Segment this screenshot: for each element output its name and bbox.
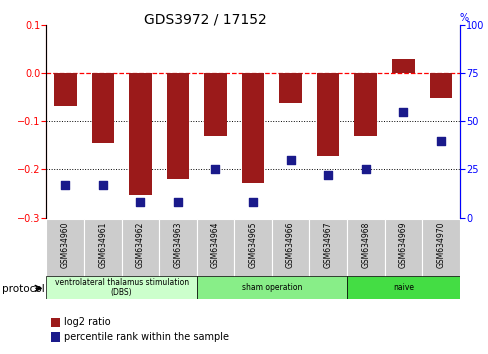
- Point: [361, 167, 369, 172]
- Point: [399, 109, 407, 114]
- Bar: [429, 73, 451, 98]
- Bar: [354, 73, 376, 136]
- Bar: [421, 219, 459, 278]
- Text: naive: naive: [392, 283, 413, 292]
- Bar: [46, 276, 196, 299]
- Bar: [271, 219, 309, 278]
- Point: [136, 199, 144, 205]
- Text: GSM634966: GSM634966: [285, 221, 295, 268]
- Bar: [309, 219, 346, 278]
- Bar: [196, 276, 346, 299]
- Bar: [159, 219, 196, 278]
- Text: GSM634969: GSM634969: [398, 221, 407, 268]
- Text: %: %: [459, 13, 468, 23]
- Point: [248, 199, 257, 205]
- Bar: [46, 219, 84, 278]
- Text: sham operation: sham operation: [241, 283, 302, 292]
- Bar: [122, 219, 159, 278]
- Bar: [346, 276, 459, 299]
- Text: GSM634970: GSM634970: [435, 221, 445, 268]
- Text: protocol: protocol: [2, 284, 45, 294]
- Bar: [234, 219, 271, 278]
- Bar: [241, 73, 264, 183]
- Point: [324, 172, 331, 178]
- Point: [61, 182, 69, 188]
- Bar: [316, 73, 339, 156]
- Text: GSM634967: GSM634967: [323, 221, 332, 268]
- Text: GSM634963: GSM634963: [173, 221, 182, 268]
- Point: [436, 138, 444, 143]
- Bar: [384, 219, 421, 278]
- Point: [99, 182, 106, 188]
- Bar: [129, 73, 151, 195]
- Point: [174, 199, 182, 205]
- Bar: [391, 58, 414, 73]
- Text: GDS3972 / 17152: GDS3972 / 17152: [143, 12, 266, 27]
- Text: GSM634960: GSM634960: [61, 221, 70, 268]
- Text: GSM634962: GSM634962: [136, 221, 144, 268]
- Text: GSM634965: GSM634965: [248, 221, 257, 268]
- Text: ventrolateral thalamus stimulation
(DBS): ventrolateral thalamus stimulation (DBS): [54, 278, 188, 297]
- Point: [211, 167, 219, 172]
- Bar: [346, 219, 384, 278]
- Bar: [204, 73, 226, 136]
- Point: [286, 157, 294, 162]
- Text: GSM634968: GSM634968: [361, 221, 369, 268]
- Text: GSM634961: GSM634961: [98, 221, 107, 268]
- Bar: [166, 73, 189, 179]
- Text: log2 ratio: log2 ratio: [63, 318, 110, 327]
- Text: GSM634964: GSM634964: [210, 221, 220, 268]
- Bar: [279, 73, 301, 103]
- Bar: [54, 73, 76, 106]
- Bar: [91, 73, 114, 143]
- Bar: [196, 219, 234, 278]
- Text: percentile rank within the sample: percentile rank within the sample: [63, 332, 228, 342]
- Bar: [84, 219, 122, 278]
